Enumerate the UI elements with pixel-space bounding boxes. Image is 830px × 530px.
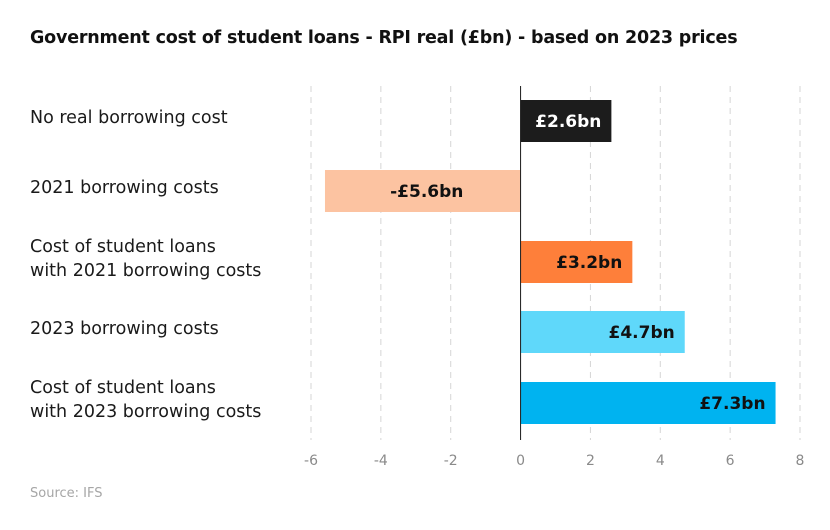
category-label: with 2023 borrowing costs [30,402,261,422]
bar-data-label: £3.2bn [556,253,622,273]
x-tick-label: 0 [516,453,525,469]
category-labels: No real borrowing cost 2021 borrowing cos… [30,108,261,422]
bar [520,100,612,142]
category-label: No real borrowing cost [30,108,228,128]
bar-data-label: £7.3bn [699,394,765,414]
bar-data-label: -£5.6bn [390,182,463,202]
chart-title: Government cost of student loans - RPI r… [30,28,738,48]
category-label: Cost of student loans [30,378,216,398]
x-tick-label: -6 [304,453,318,469]
x-tick-label: -2 [444,453,458,469]
x-tick-label: -4 [374,453,388,469]
category-label: 2021 borrowing costs [30,178,219,198]
category-label: Cost of student loans [30,237,216,257]
x-tick-label: 4 [656,453,665,469]
category-label: 2023 borrowing costs [30,319,219,339]
bar [520,311,685,353]
x-tick-label: 6 [726,453,735,469]
x-axis-ticks: -6 -4 -2 0 2 4 6 8 [304,453,804,469]
x-tick-label: 2 [586,453,595,469]
bar [520,241,633,283]
bar [520,382,776,424]
category-label: with 2021 borrowing costs [30,261,261,281]
bars: £2.6bn -£5.6bn £3.2bn £4.7bn £7.3bn [324,100,776,424]
x-tick-label: 8 [796,453,805,469]
source-note: Source: IFS [30,486,103,501]
bar [324,170,521,212]
bar-data-label: £2.6bn [535,112,601,132]
bar-data-label: £4.7bn [609,323,675,343]
